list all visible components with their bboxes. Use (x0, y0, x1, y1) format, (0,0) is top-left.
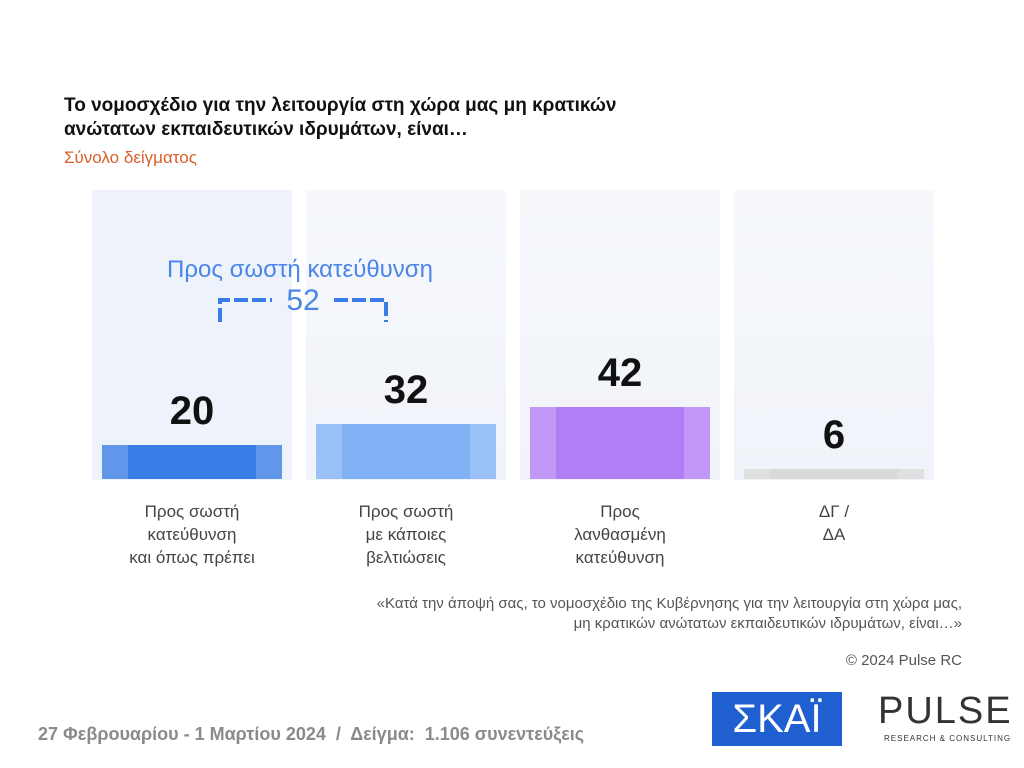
bar (530, 406, 710, 479)
subtitle: Σύνολο δείγματος (64, 148, 197, 167)
value-label: 42 (597, 350, 643, 395)
value-label: 20 (169, 388, 215, 433)
category-label: Προς λανθασμένη κατεύθυνση (574, 502, 666, 567)
bar (744, 468, 924, 479)
source: © 2024 Pulse RC (845, 652, 962, 669)
column-panel (92, 190, 292, 480)
logo-skai: ΣΚΑΪ (712, 692, 842, 746)
question-note: «Κατά την άποψή σας, το νομοσχέδιο της Κ… (376, 595, 962, 632)
footer-text: 27 Φεβρουαρίου - 1 Μαρτίου 2024 / Δείγμα… (38, 724, 585, 744)
annotation-label: Προς σωστή κατεύθυνση (167, 256, 433, 283)
category-label: Προς σωστή με κάποιες βελτιώσεις (358, 502, 454, 567)
column-panel (734, 190, 934, 480)
value-label: 6 (822, 412, 846, 457)
annotation-value: 52 (286, 284, 320, 317)
logo-pulse: PULSE (878, 690, 1013, 732)
value-label: 32 (383, 367, 429, 412)
category-label: Προς σωστή κατεύθυνση και όπως πρέπει (129, 502, 255, 567)
logo-subtitle: RESEARCH & CONSULTING (884, 734, 1012, 743)
bar (102, 444, 282, 479)
bar (316, 423, 496, 479)
category-label: ΔΓ / ΔΑ (818, 502, 850, 544)
chart-title: Το νομοσχέδιο για την λειτουργία στη χώρ… (64, 95, 617, 140)
